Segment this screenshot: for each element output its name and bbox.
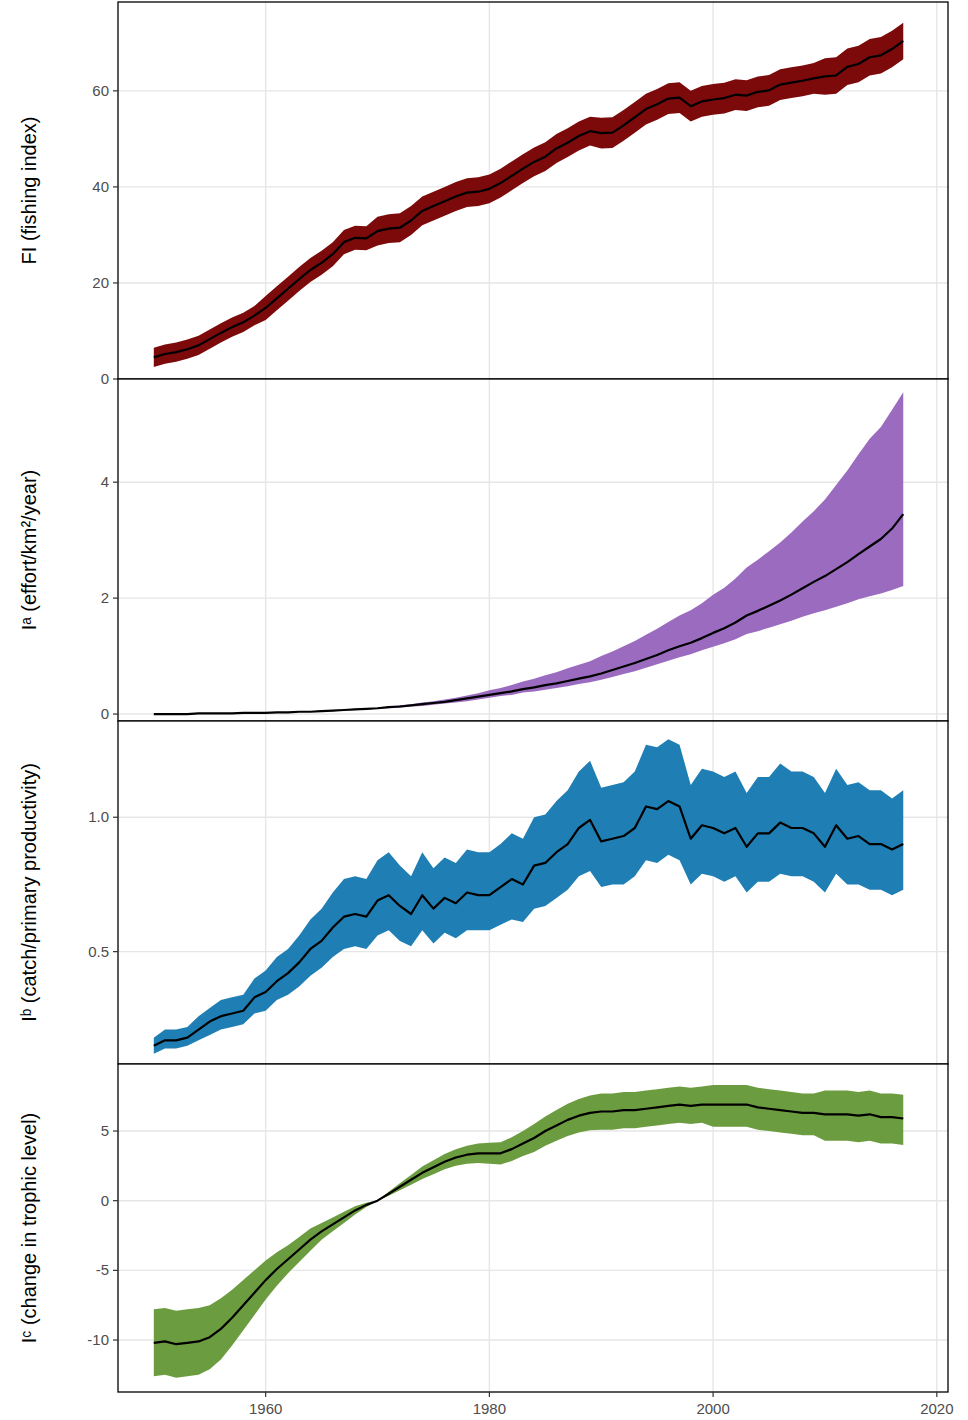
x-grid-line	[936, 721, 937, 1064]
x-grid-line	[489, 1064, 490, 1392]
x-tick-label: 1960	[249, 1400, 282, 1417]
panel-frame	[118, 379, 948, 721]
panel-frame	[118, 2, 948, 379]
x-tick	[712, 1392, 713, 1397]
mean-line	[154, 41, 903, 357]
y-tick	[113, 713, 118, 714]
chart: 0 20 40 60 FI (fishing index) 0 2 4 Iᵃ (effort/k…	[0, 0, 968, 1420]
y-tick	[113, 90, 118, 91]
plot-area	[154, 739, 903, 1054]
x-grid-line	[936, 379, 937, 721]
y-tick-label: -5	[96, 1261, 109, 1278]
y-grid-line	[118, 481, 948, 482]
plot-area	[154, 392, 903, 714]
y-tick-label: 40	[92, 178, 109, 195]
y-axis-label: Iᵃ (effort/km²/year)	[18, 470, 40, 630]
plot-area	[154, 1085, 903, 1378]
y-tick-label: 0.5	[88, 943, 109, 960]
y-tick-label: -10	[87, 1331, 109, 1348]
y-tick	[113, 282, 118, 283]
x-grid-line	[489, 379, 490, 721]
y-tick-label: 2	[101, 589, 109, 606]
y-tick-label: 0	[101, 370, 109, 387]
x-tick-label: 2000	[696, 1400, 729, 1417]
y-grid-line	[118, 186, 948, 187]
y-grid-line	[118, 282, 948, 283]
y-tick-label: 5	[101, 1122, 109, 1139]
y-tick	[113, 951, 118, 952]
y-tick	[113, 1130, 118, 1131]
y-grid-line	[118, 1270, 948, 1271]
y-axis-label: Iᵇ (catch/primary productivity)	[18, 763, 40, 1022]
plot-area	[154, 23, 903, 367]
y-tick	[113, 817, 118, 818]
x-tick	[936, 1392, 937, 1397]
x-grid-line	[712, 2, 713, 379]
y-tick	[113, 186, 118, 187]
y-axis-label: Iᶜ (change in trophic level)	[18, 1113, 40, 1344]
y-tick	[113, 482, 118, 483]
x-grid-line	[712, 379, 713, 721]
y-tick	[113, 1200, 118, 1201]
y-grid-line	[118, 1200, 948, 1201]
panel-frame	[118, 721, 948, 1064]
y-tick	[113, 598, 118, 599]
panel-background	[118, 2, 948, 379]
mean-line	[154, 801, 903, 1046]
confidence-band	[154, 739, 903, 1054]
x-grid-line	[265, 2, 266, 379]
confidence-band	[154, 23, 903, 367]
x-grid-line	[265, 721, 266, 1064]
x-grid-line	[265, 1064, 266, 1392]
y-tick	[113, 378, 118, 379]
panel-background	[118, 1064, 948, 1392]
y-tick-label: 60	[92, 82, 109, 99]
mean-line	[154, 514, 903, 714]
x-tick	[265, 1392, 266, 1397]
y-tick-label: 0	[101, 1192, 109, 1209]
y-tick-label: 0	[101, 705, 109, 722]
y-axis-label: FI (fishing index)	[18, 117, 40, 265]
mean-line	[154, 1105, 903, 1345]
x-grid-line	[936, 2, 937, 379]
x-tick-label: 1980	[473, 1400, 506, 1417]
x-tick-label: 2020	[920, 1400, 953, 1417]
y-tick	[113, 1270, 118, 1271]
y-grid-line	[118, 951, 948, 952]
y-tick-label: 4	[101, 473, 109, 490]
panel-background	[118, 721, 948, 1064]
x-tick	[489, 1392, 490, 1397]
y-grid-line	[118, 1339, 948, 1340]
confidence-band	[154, 1085, 903, 1378]
panel-frame	[118, 1064, 948, 1392]
y-tick-label: 1.0	[88, 808, 109, 825]
x-grid-line	[936, 1064, 937, 1392]
y-tick	[113, 1339, 118, 1340]
y-tick-label: 20	[92, 274, 109, 291]
x-grid-line	[265, 379, 266, 721]
panel-background	[118, 379, 948, 721]
confidence-band	[154, 392, 903, 714]
